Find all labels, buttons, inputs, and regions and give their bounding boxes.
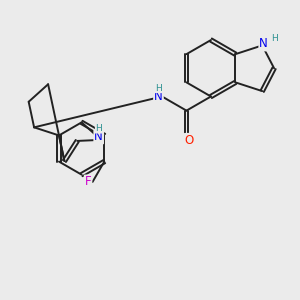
Text: N: N bbox=[259, 38, 268, 50]
Text: O: O bbox=[185, 134, 194, 147]
Text: H: H bbox=[95, 124, 102, 133]
Text: H: H bbox=[271, 34, 278, 43]
Text: N: N bbox=[154, 90, 163, 103]
Text: H: H bbox=[155, 84, 162, 93]
Text: N: N bbox=[94, 130, 103, 143]
Text: F: F bbox=[85, 176, 92, 188]
